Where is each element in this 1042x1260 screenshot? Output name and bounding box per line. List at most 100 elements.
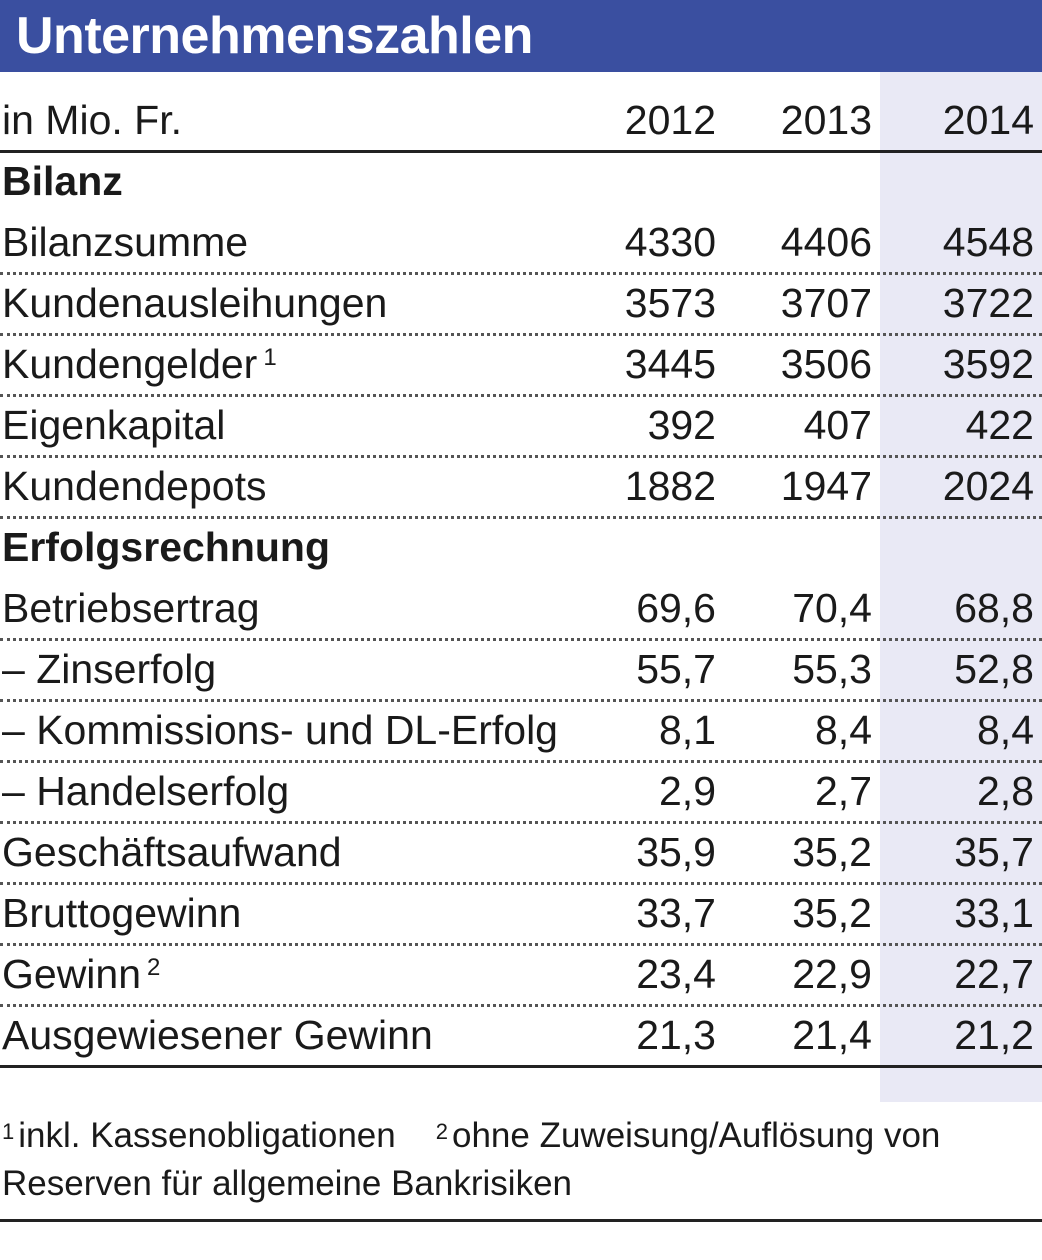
value-2014: 2,8 (977, 768, 1034, 814)
table-row: Kundenausleihungen 3573 3707 3722 (0, 275, 1042, 336)
section-heading-row: Bilanz (0, 153, 1042, 214)
value-2014: 52,8 (954, 646, 1034, 692)
unit-label: in Mio. Fr. (2, 97, 182, 143)
row-label: Kundenausleihungen (2, 275, 387, 331)
footnote-text: ohne Zuweisung/Auflösung von (451, 1116, 941, 1155)
row-label-text: Kundenausleihungen (2, 280, 388, 326)
value-2014: 8,4 (977, 707, 1034, 753)
value-2014: 422 (965, 402, 1034, 448)
table-row: Kundengelder 1 3445 3506 3592 (0, 336, 1042, 397)
footnote-2: 2 ohne Zuweisung/Auflösung von (436, 1116, 941, 1155)
section-heading: Erfolgsrechnung (2, 524, 331, 570)
row-label: Eigenkapital (2, 397, 225, 453)
table-row: Ausgewiesener Gewinn 21,3 21,4 21,2 (0, 1007, 1042, 1068)
footnote-1: 1 inkl. Kassenobligationen (2, 1116, 396, 1155)
row-label-text: Kundendepots (2, 463, 267, 509)
page-title: Unternehmenszahlen (16, 7, 533, 65)
row-label: Geschäftsaufwand (2, 824, 342, 880)
value-2014: 22,7 (954, 951, 1034, 997)
highlight-column-2014 (880, 72, 1042, 1102)
section-heading-row: Erfolgsrechnung (0, 519, 1042, 580)
column-header-2013: 2013 (780, 97, 872, 143)
value-2013: 8,4 (815, 707, 872, 753)
value-2014: 4548 (942, 219, 1034, 265)
value-2012: 69,6 (636, 585, 716, 631)
value-2013: 1947 (780, 463, 872, 509)
value-2013: 22,9 (792, 951, 872, 997)
row-label-text: – Kommissions- und DL-Erfolg (2, 707, 558, 753)
value-2012: 3445 (624, 341, 716, 387)
table-row: Kundendepots 1882 1947 2024 (0, 458, 1042, 519)
value-2014: 3592 (942, 341, 1034, 387)
value-2013: 35,2 (792, 890, 872, 936)
row-label: Kundengelder 1 (2, 336, 277, 392)
value-2012: 2,9 (659, 768, 716, 814)
value-2013: 3707 (780, 280, 872, 326)
row-label: Gewinn 2 (2, 946, 160, 1002)
value-2012: 23,4 (636, 951, 716, 997)
footnote-text: inkl. Kassenobligationen (18, 1116, 396, 1155)
table-header-row: in Mio. Fr. 2012 2013 2014 (0, 92, 1042, 153)
value-2014: 35,7 (954, 829, 1034, 875)
table-row: Geschäftsaufwand 35,9 35,2 35,7 (0, 824, 1042, 885)
section-heading: Bilanz (2, 158, 123, 204)
value-2012: 4330 (624, 219, 716, 265)
footnote-marker: 1 (263, 344, 277, 371)
value-2012: 35,9 (636, 829, 716, 875)
column-header-2014: 2014 (942, 97, 1034, 143)
footnote-marker: 2 (147, 954, 161, 981)
value-2013: 70,4 (792, 585, 872, 631)
value-2012: 21,3 (636, 1012, 716, 1058)
table-row: Gewinn 2 23,4 22,9 22,7 (0, 946, 1042, 1007)
row-label-text: Bruttogewinn (2, 890, 242, 936)
value-2014: 33,1 (954, 890, 1034, 936)
value-2013: 407 (803, 402, 872, 448)
row-label-text: Bilanzsumme (2, 219, 249, 265)
table-row: Bruttogewinn 33,7 35,2 33,1 (0, 885, 1042, 946)
table-row: Betriebsertrag 69,6 70,4 68,8 (0, 580, 1042, 641)
table-row: – Zinserfolg 55,7 55,3 52,8 (0, 641, 1042, 702)
value-2012: 392 (647, 402, 716, 448)
table-row: Bilanzsumme 4330 4406 4548 (0, 214, 1042, 275)
table-row: – Kommissions- und DL-Erfolg 8,1 8,4 8,4 (0, 702, 1042, 763)
table-row: Eigenkapital 392 407 422 (0, 397, 1042, 458)
footnote-line-1: 1 inkl. Kassenobligationen 2 ohne Zuweisung… (2, 1112, 1042, 1160)
row-label: – Handelserfolg (2, 763, 289, 819)
row-label-text: Geschäftsaufwand (2, 829, 342, 875)
row-label: Ausgewiesener Gewinn (2, 1007, 433, 1063)
row-label: – Zinserfolg (2, 641, 216, 697)
row-label-text: Kundengelder (2, 341, 258, 387)
row-label-text: Eigenkapital (2, 402, 226, 448)
column-header-2012: 2012 (624, 97, 716, 143)
value-2013: 55,3 (792, 646, 872, 692)
value-2014: 21,2 (954, 1012, 1034, 1058)
value-2014: 3722 (942, 280, 1034, 326)
header-bar: Unternehmenszahlen (0, 0, 1042, 72)
row-label: Betriebsertrag (2, 580, 260, 636)
row-label: Bruttogewinn (2, 885, 241, 941)
table-row: – Handelserfolg 2,9 2,7 2,8 (0, 763, 1042, 824)
value-2014: 68,8 (954, 585, 1034, 631)
row-label: Kundendepots (2, 458, 266, 514)
row-label-text: Gewinn (2, 951, 142, 997)
value-2012: 8,1 (659, 707, 716, 753)
footnote-mark: 2 (435, 1119, 448, 1144)
row-label-text: Ausgewiesener Gewinn (2, 1012, 433, 1058)
row-label-text: – Zinserfolg (2, 646, 217, 692)
value-2013: 4406 (780, 219, 872, 265)
value-2013: 35,2 (792, 829, 872, 875)
value-2012: 55,7 (636, 646, 716, 692)
value-2012: 33,7 (636, 890, 716, 936)
row-label-text: Betriebsertrag (2, 585, 260, 631)
footnotes: 1 inkl. Kassenobligationen 2 ohne Zuweisung… (0, 1112, 1042, 1222)
value-2013: 3506 (780, 341, 872, 387)
footnote-line-2: Reserven für allgemeine Bankrisiken (2, 1164, 572, 1203)
row-label-text: – Handelserfolg (2, 768, 290, 814)
value-2014: 2024 (942, 463, 1034, 509)
row-label: – Kommissions- und DL-Erfolg (2, 702, 558, 758)
value-2012: 1882 (624, 463, 716, 509)
value-2012: 3573 (624, 280, 716, 326)
row-label: Bilanzsumme (2, 214, 248, 270)
value-2013: 21,4 (792, 1012, 872, 1058)
footnote-mark: 1 (2, 1119, 15, 1144)
